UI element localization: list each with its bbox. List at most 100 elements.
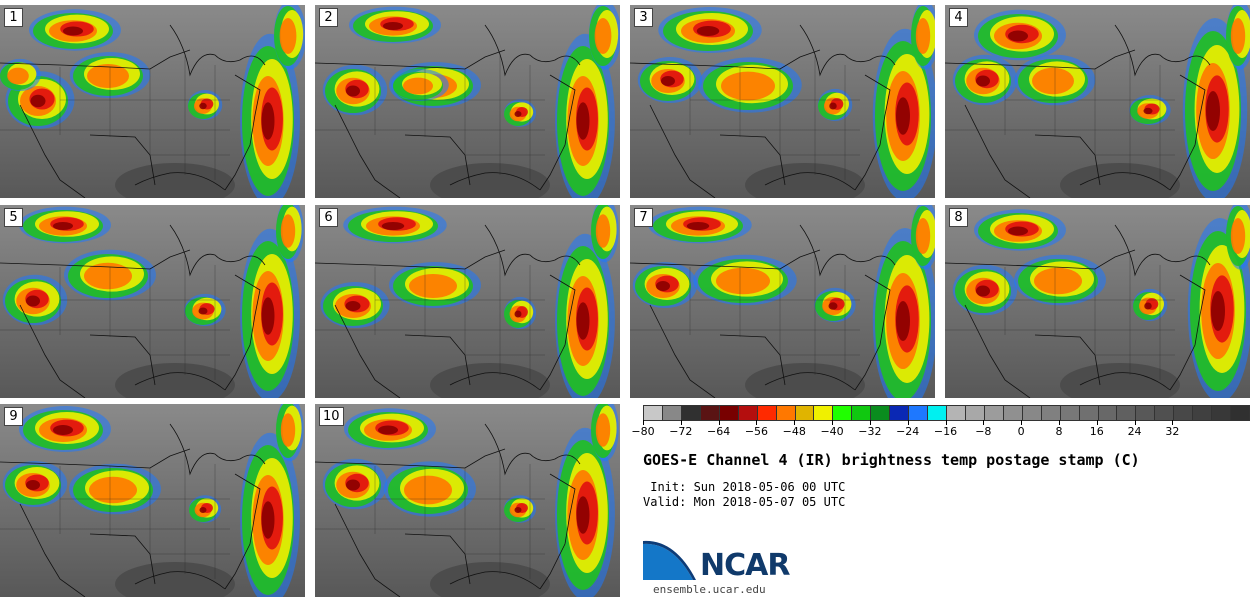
map-panel: 10 xyxy=(315,404,620,597)
member-number-label: 2 xyxy=(319,8,338,27)
colorbar-tick-label: −56 xyxy=(744,425,769,438)
member-number-label: 6 xyxy=(319,208,338,227)
colorbar-segment xyxy=(1060,406,1080,420)
colorbar-segment xyxy=(965,406,985,420)
colorbar-tick-label: −40 xyxy=(820,425,844,438)
colorbar-segment xyxy=(719,406,739,420)
colorbar-segment xyxy=(871,406,891,420)
colorbar-segment xyxy=(984,406,1004,420)
colorbar-tick xyxy=(718,420,720,425)
member-number-label: 4 xyxy=(949,8,968,27)
ir-satellite-map xyxy=(315,404,620,597)
ir-satellite-map xyxy=(315,5,620,198)
colorbar-segment xyxy=(1155,406,1175,420)
colorbar-tick-label: −80 xyxy=(631,425,655,438)
ncar-logo-text: NCAR xyxy=(700,548,790,583)
colorbar-tick-label: 24 xyxy=(1127,425,1142,438)
colorbar-ticks: −80 −72 −64 −56 −48 −40 −32 −24 −16 −8 0 8 16 24 32 xyxy=(631,420,1248,442)
colorbar-tick xyxy=(945,420,947,425)
colorbar-tick-label: 32 xyxy=(1165,425,1180,438)
valid-time: Valid: Mon 2018-05-07 05 UTC xyxy=(643,495,846,509)
colorbar-segment xyxy=(1193,406,1213,420)
init-time: Init: Sun 2018-05-06 00 UTC xyxy=(643,480,846,494)
colorbar-segment xyxy=(1003,406,1023,420)
colorbar-segment xyxy=(909,406,929,420)
colorbar-segment xyxy=(852,406,872,420)
colorbar-tick-label: 0 xyxy=(1017,425,1025,438)
colorbar-segment xyxy=(890,406,910,420)
colorbar-tick xyxy=(1172,420,1174,425)
source-url: ensemble.ucar.edu xyxy=(653,583,766,596)
member-number-label: 5 xyxy=(4,208,23,227)
ir-satellite-map xyxy=(0,205,305,398)
colorbar-segment xyxy=(644,406,663,420)
map-panel: 2 xyxy=(315,5,620,198)
colorbar-segment xyxy=(833,406,853,420)
map-panel: 6 xyxy=(315,205,620,398)
ir-satellite-map xyxy=(945,205,1250,398)
colorbar-tick xyxy=(680,420,682,425)
colorbar-segment xyxy=(757,406,777,420)
colorbar-segment xyxy=(1041,406,1061,420)
colorbar-tick-label: −64 xyxy=(707,425,731,438)
colorbar-segment xyxy=(1117,406,1137,420)
colorbar-tick-label: −32 xyxy=(858,425,882,438)
colorbar-segment xyxy=(1022,406,1042,420)
map-panel: 5 xyxy=(0,205,305,398)
colorbar-segment xyxy=(1212,406,1232,420)
colorbar-tick-label: −8 xyxy=(975,425,992,438)
map-panel: 4 xyxy=(945,5,1250,198)
ir-satellite-map xyxy=(630,205,935,398)
map-panel: 3 xyxy=(630,5,935,198)
colorbar-segment xyxy=(947,406,966,420)
member-number-label: 9 xyxy=(4,407,23,426)
colorbar-segment xyxy=(814,406,834,420)
member-number-label: 3 xyxy=(634,8,653,27)
colorbar-segment xyxy=(1174,406,1194,420)
colorbar-segment xyxy=(795,406,815,420)
map-panel: 1 xyxy=(0,5,305,198)
colorbar-segment xyxy=(1098,406,1118,420)
colorbar-tick xyxy=(907,420,909,425)
colorbar-segment xyxy=(1136,406,1156,420)
ir-satellite-map xyxy=(630,5,935,198)
colorbar-tick-label: −48 xyxy=(782,425,806,438)
colorbar-tick xyxy=(1096,420,1098,425)
colorbar-tick-label: −24 xyxy=(896,425,920,438)
colorbar-tick xyxy=(1021,420,1023,425)
colorbar-tick xyxy=(794,420,796,425)
colorbar-tick xyxy=(1134,420,1136,425)
ncar-logo-icon xyxy=(643,540,696,580)
ir-satellite-map xyxy=(315,205,620,398)
colorbar-segment xyxy=(776,406,796,420)
colorbar-tick-label: 8 xyxy=(1055,425,1063,438)
ir-satellite-map xyxy=(945,5,1250,198)
colorbar-tick-label: 16 xyxy=(1089,425,1104,438)
colorbar-tick-label: −72 xyxy=(669,425,693,438)
ir-satellite-map xyxy=(0,404,305,597)
member-number-label: 8 xyxy=(949,208,968,227)
colorbar-tick xyxy=(756,420,758,425)
colorbar-segment xyxy=(681,406,701,420)
colorbar-tick xyxy=(832,420,834,425)
map-panel: 9 xyxy=(0,404,305,597)
colorbar-segment xyxy=(700,406,720,420)
plot-title: GOES-E Channel 4 (IR) brightness temp po… xyxy=(643,451,1140,469)
member-number-label: 10 xyxy=(319,407,344,426)
colorbar-tick-label: −16 xyxy=(933,425,958,438)
map-panel: 7 xyxy=(630,205,935,398)
colorbar-segment xyxy=(1231,406,1249,420)
map-panel: 8 xyxy=(945,205,1250,398)
colorbar-tick xyxy=(983,420,985,425)
colorbar-tick xyxy=(1058,420,1060,425)
colorbar-segment xyxy=(662,406,682,420)
member-number-label: 1 xyxy=(4,8,23,27)
colorbar xyxy=(643,405,1250,421)
ir-satellite-map xyxy=(0,5,305,198)
colorbar-tick xyxy=(869,420,871,425)
colorbar-segment xyxy=(1079,406,1099,420)
colorbar-tick xyxy=(643,420,644,425)
member-number-label: 7 xyxy=(634,208,653,227)
colorbar-segment xyxy=(738,406,758,420)
colorbar-segment xyxy=(928,406,947,420)
